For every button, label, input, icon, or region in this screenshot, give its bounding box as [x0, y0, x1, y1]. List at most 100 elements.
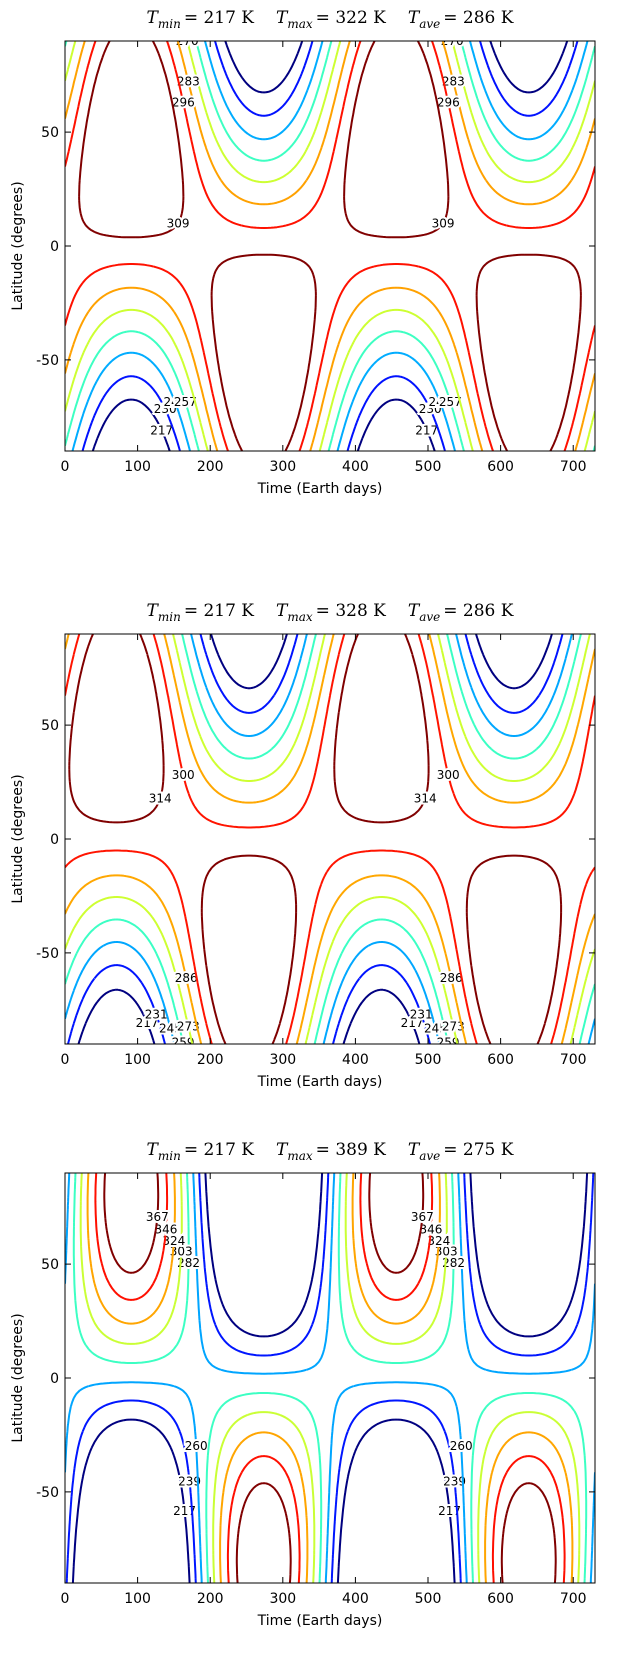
contour-label: 245 — [159, 1021, 182, 1035]
y-tick-label: 0 — [50, 239, 59, 255]
x-tick-label: 500 — [415, 1052, 442, 1068]
contour-line — [78, 41, 582, 451]
contour-line — [65, 1173, 595, 1583]
contour-line — [71, 1173, 589, 1583]
x-tick-label: 600 — [487, 1591, 514, 1607]
title-symbol: T — [147, 1140, 160, 1160]
y-axis-label: Latitude (degrees) — [10, 1313, 26, 1442]
title-symbol: T — [408, 1140, 421, 1160]
title-subscript: ave — [419, 17, 440, 31]
contour-label: 314 — [414, 791, 437, 805]
title-value: = 286 K — [443, 8, 513, 28]
contour-label: 314 — [149, 791, 172, 805]
x-axis-label: Time (Earth days) — [257, 1074, 383, 1090]
contour-label: 324 — [162, 1234, 185, 1248]
contour-label: 346 — [420, 1222, 443, 1236]
x-tick-label: 400 — [342, 459, 369, 475]
contour-line — [65, 634, 595, 1044]
contour-line — [79, 1173, 581, 1583]
contour-label: 270 — [441, 34, 464, 48]
contour-label: 245 — [424, 1021, 447, 1035]
contour-label: 283 — [442, 75, 465, 89]
contour-label: 300 — [172, 768, 195, 782]
contour-label: 273 — [442, 1020, 465, 1034]
y-tick-label: -50 — [36, 946, 59, 962]
contour-label: 217 — [136, 1016, 159, 1030]
contour-line — [65, 41, 595, 451]
title-value: = 328 K — [316, 601, 386, 621]
contour-label: 260 — [450, 1439, 473, 1453]
x-tick-label: 0 — [61, 459, 70, 475]
contour-label: 296 — [437, 96, 460, 110]
contour-line — [65, 41, 595, 451]
title-symbol: T — [147, 601, 160, 621]
title-subscript: ave — [419, 1149, 440, 1163]
x-tick-label: 600 — [487, 1052, 514, 1068]
contour-label: 217 — [150, 423, 173, 437]
title-subscript: min — [158, 1149, 181, 1163]
x-tick-label: 300 — [269, 459, 296, 475]
contour-label: 257 — [174, 395, 197, 409]
title-symbol: T — [276, 1140, 289, 1160]
y-axis-label: Latitude (degrees) — [10, 774, 26, 903]
contour-line — [65, 41, 595, 451]
contour-line — [81, 41, 579, 451]
x-tick-label: 300 — [269, 1591, 296, 1607]
title-symbol: T — [276, 8, 289, 28]
title-subscript: max — [287, 17, 313, 31]
title-value: = 275 K — [443, 1140, 513, 1160]
contour-line — [65, 634, 595, 1044]
panel-title: Tmin = 217 K Tmax = 328 K Tave = 286 K — [147, 601, 514, 624]
contour-label: 309 — [167, 216, 190, 230]
x-tick-label: 600 — [487, 459, 514, 475]
plot-frame — [64, 1172, 596, 1584]
contour-line — [71, 41, 589, 451]
x-tick-label: 200 — [197, 459, 224, 475]
x-tick-label: 100 — [124, 1591, 151, 1607]
y-tick-label: -50 — [36, 1485, 59, 1501]
contour-label: 282 — [442, 1256, 465, 1270]
contour-line — [94, 1173, 566, 1583]
contour-line — [91, 41, 569, 451]
title-subscript: max — [287, 610, 313, 624]
contour-label: 296 — [172, 96, 195, 110]
contour-label: 244 — [163, 395, 186, 409]
x-tick-label: 400 — [342, 1052, 369, 1068]
contour-label: 346 — [155, 1222, 178, 1236]
contour-label: 300 — [437, 768, 460, 782]
plot-frame — [64, 40, 596, 452]
contour-label: 270 — [176, 34, 199, 48]
x-tick-label: 100 — [124, 459, 151, 475]
x-tick-label: 700 — [560, 459, 587, 475]
panel-title: Tmin = 217 K Tmax = 322 K Tave = 286 K — [147, 8, 514, 31]
title-subscript: max — [287, 1149, 313, 1163]
y-tick-label: 0 — [50, 1371, 59, 1387]
x-tick-label: 100 — [124, 1052, 151, 1068]
contour-label: 324 — [427, 1234, 450, 1248]
title-symbol: T — [408, 8, 421, 28]
contour-label: 286 — [175, 971, 198, 985]
x-tick-label: 400 — [342, 1591, 369, 1607]
contour-label: 367 — [411, 1210, 434, 1224]
contour-label: 230 — [154, 402, 177, 416]
contour-label: 286 — [440, 971, 463, 985]
x-tick-label: 0 — [61, 1591, 70, 1607]
title-subscript: min — [158, 17, 181, 31]
x-tick-label: 200 — [197, 1052, 224, 1068]
x-tick-label: 0 — [61, 1052, 70, 1068]
x-tick-label: 300 — [269, 1052, 296, 1068]
contour-label: 257 — [439, 395, 462, 409]
contour-label: 217 — [438, 1504, 461, 1518]
title-value: = 286 K — [443, 601, 513, 621]
contour-line — [86, 1173, 574, 1583]
contour-label: 239 — [443, 1474, 466, 1488]
contour-label: 244 — [428, 395, 451, 409]
contour-line — [65, 1173, 595, 1583]
y-tick-label: 50 — [41, 1257, 59, 1273]
